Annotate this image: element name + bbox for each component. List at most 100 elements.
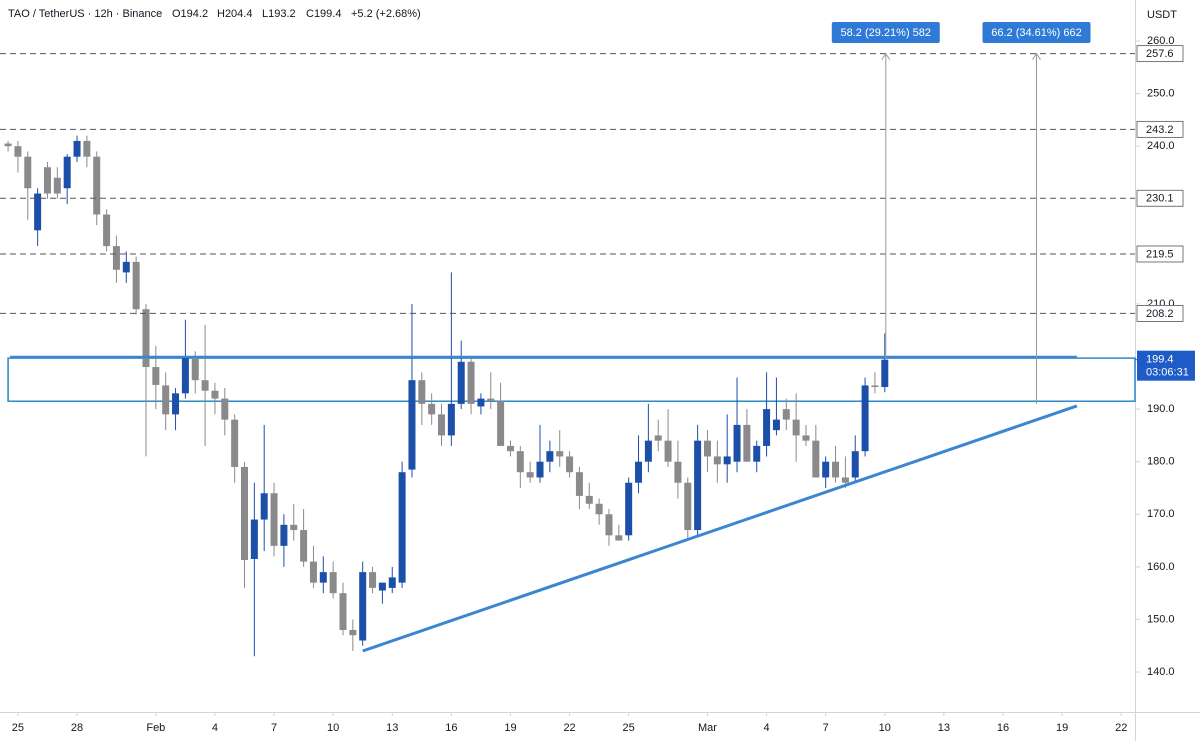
candle-body	[871, 385, 879, 388]
candle-body	[694, 440, 702, 531]
candle-body	[881, 359, 889, 388]
candle-body	[654, 435, 662, 441]
candle-body	[585, 495, 593, 504]
y-tick-label: 250.0	[1147, 88, 1175, 100]
x-tick-label: 22	[563, 722, 575, 734]
x-tick-label: 13	[938, 722, 950, 734]
candle-body	[319, 572, 327, 583]
candle-body	[93, 156, 101, 215]
x-tick-label: 13	[386, 722, 398, 734]
measure-label-box	[831, 22, 940, 43]
level-label: 257.6	[1146, 48, 1174, 60]
candle-body	[132, 261, 140, 310]
candle-body	[300, 530, 308, 562]
candle-body	[743, 424, 751, 462]
y-tick-label: 190.0	[1147, 403, 1175, 415]
candle-body	[832, 461, 840, 478]
y-tick-label: 260.0	[1147, 35, 1175, 47]
candle-body	[428, 403, 436, 415]
candle-body	[664, 440, 672, 462]
candle-body	[556, 451, 564, 457]
last-price-label: 199.4	[1146, 354, 1174, 366]
level-label: 230.1	[1146, 193, 1174, 205]
level-label-box	[1136, 305, 1184, 322]
x-tick-label: 10	[879, 722, 891, 734]
measure-arrowhead	[881, 52, 891, 60]
candle-body	[43, 167, 51, 194]
candle-body	[506, 445, 514, 452]
y-tick-label: 240.0	[1147, 140, 1175, 152]
candle-body	[536, 461, 544, 478]
candle-body	[812, 440, 820, 478]
candle-body	[575, 472, 583, 496]
x-tick-label: 4	[764, 722, 770, 734]
candle-body	[152, 367, 160, 385]
candle-body	[53, 177, 61, 194]
ohlc-close: C199.4	[306, 8, 341, 20]
candle-body	[841, 477, 849, 483]
candle-body	[625, 482, 633, 536]
candle-body	[408, 380, 416, 470]
candle-body	[457, 361, 465, 404]
countdown: 03:06:31	[1146, 367, 1189, 379]
candle-body	[703, 440, 711, 457]
level-label: 243.2	[1146, 124, 1174, 136]
candle-body	[34, 193, 42, 231]
symbol-title: TAO / TetherUS · 12h · Binance	[8, 8, 162, 20]
candle-body	[467, 361, 475, 404]
y-tick-label: 150.0	[1147, 613, 1175, 625]
candle-body	[566, 456, 574, 473]
candle-body	[605, 514, 613, 536]
candle-body	[172, 393, 180, 415]
candle-body	[861, 385, 869, 452]
candle-body	[763, 409, 771, 446]
level-label-box	[1136, 189, 1184, 207]
y-tick-label: 140.0	[1147, 666, 1175, 678]
candle-body	[24, 156, 32, 189]
candle-body	[378, 582, 386, 591]
candle-body	[615, 535, 623, 541]
measure-label: 58.2 (29.21%) 582	[841, 27, 932, 39]
candle-body	[674, 461, 682, 483]
trendline	[362, 404, 1078, 653]
candle-body	[644, 440, 652, 462]
x-tick-label: Feb	[146, 722, 165, 734]
unit: USDT	[1147, 9, 1177, 21]
candle-body	[250, 519, 258, 559]
candle-body	[526, 472, 534, 478]
x-tick-label: 4	[212, 722, 218, 734]
candle-body	[240, 466, 248, 561]
candle-body	[162, 385, 170, 415]
candle-body	[802, 435, 810, 441]
candle-body	[309, 561, 317, 583]
candle-body	[142, 309, 150, 368]
candle-body	[260, 493, 268, 520]
candle-body	[733, 424, 741, 462]
y-tick-label: 160.0	[1147, 561, 1175, 573]
y-tick-label: 170.0	[1147, 508, 1175, 520]
candle-body	[63, 156, 71, 189]
candle-body	[211, 390, 219, 399]
level-label-box	[1136, 45, 1184, 63]
candle-body	[181, 356, 189, 394]
measure-label: 66.2 (34.61%) 662	[991, 27, 1082, 39]
candle-body	[290, 524, 298, 531]
ohlc-low: L193.2	[262, 8, 296, 20]
x-tick-label: 16	[997, 722, 1009, 734]
candle-body	[447, 403, 455, 436]
level-label: 208.2	[1146, 308, 1174, 320]
candle-body	[329, 572, 337, 594]
candle-body	[398, 472, 406, 583]
candle-body	[122, 261, 130, 273]
candle-body	[349, 629, 357, 636]
candle-body	[73, 140, 81, 157]
candle-body	[792, 419, 800, 436]
candle-body	[270, 493, 278, 546]
candle-body	[546, 451, 554, 462]
candle-body	[418, 380, 426, 404]
candle-body	[723, 456, 731, 465]
level-label: 219.5	[1146, 248, 1174, 260]
candle-body	[221, 398, 229, 420]
